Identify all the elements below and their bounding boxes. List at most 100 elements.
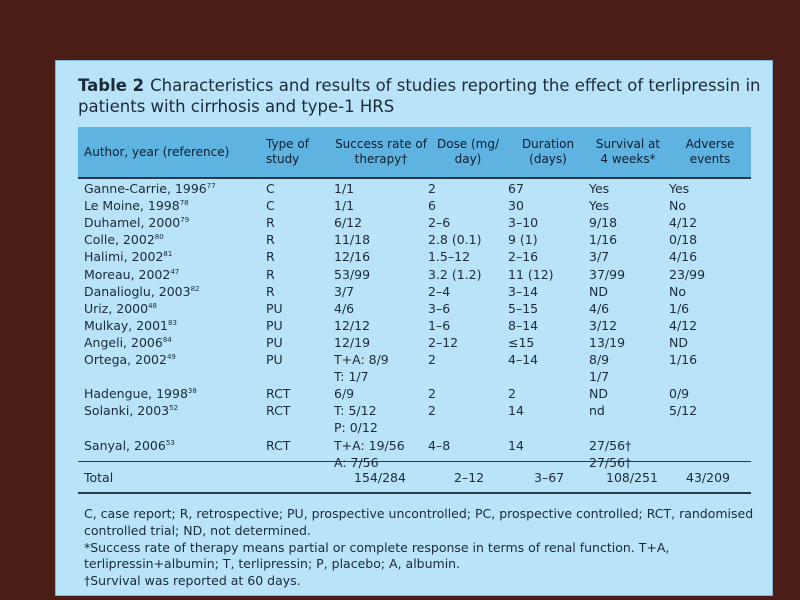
- cell-success: 12/12: [334, 317, 371, 333]
- cell-success: T+A: 19/56: [334, 437, 405, 453]
- cell-adverse: 1/16: [669, 352, 698, 367]
- cell-type: RCT: [266, 386, 291, 402]
- cell-author: Uriz, 200048: [84, 300, 158, 316]
- total-rule: [78, 461, 751, 462]
- cell-success: T: 1/7: [334, 369, 369, 385]
- cell-success: 6/12: [334, 215, 363, 231]
- total-dose: 2–12: [454, 470, 485, 485]
- footnote-abbreviations: C, case report; R, retrospective; PU, pr…: [84, 506, 754, 538]
- cell-dose: 2.8 (0.1): [428, 232, 482, 248]
- cell-dose: 2–4: [428, 283, 451, 299]
- cell-dose: 4–8: [428, 437, 451, 453]
- cell-survival: 9/18: [589, 215, 618, 231]
- table-card: Table 2 Characteristics and results of st…: [55, 60, 773, 596]
- reference-number: 79: [180, 216, 190, 225]
- reference-number: 77: [206, 182, 216, 190]
- cell-survival: 1/7: [589, 369, 610, 385]
- table-title: Table 2 Characteristics and results of st…: [78, 75, 768, 117]
- cell-success: 6/9: [334, 386, 355, 402]
- cell-survival: 8/9: [589, 352, 610, 367]
- footnote-success-rate: *Success rate of therapy means partial o…: [84, 539, 670, 572]
- cell-type: C: [266, 181, 275, 196]
- header-success: Success rate of therapy†: [335, 137, 427, 166]
- cell-dose: 2: [428, 352, 436, 367]
- reference-number: 52: [169, 404, 179, 413]
- cell-success: 1/1: [334, 181, 355, 196]
- cell-success: 3/7: [334, 283, 355, 299]
- cell-duration: ≤15: [508, 334, 535, 350]
- cell-type: R: [266, 249, 275, 265]
- cell-type: PU: [266, 317, 283, 333]
- cell-adverse: 4/12: [669, 317, 698, 333]
- reference-number: 80: [154, 233, 164, 242]
- cell-type: R: [266, 266, 275, 282]
- reference-number: 78: [179, 199, 189, 208]
- cell-adverse: 4/12: [669, 215, 698, 231]
- cell-success: 12/16: [334, 249, 371, 265]
- cell-survival: nd: [589, 403, 605, 419]
- cell-duration: 3–14: [508, 283, 539, 299]
- cell-success: 53/99: [334, 266, 371, 282]
- cell-type: RCT: [266, 437, 291, 453]
- cell-adverse: 0/9: [669, 386, 690, 402]
- cell-survival: ND: [589, 283, 608, 299]
- cell-survival: 1/16: [589, 232, 618, 248]
- cell-duration: 3–10: [508, 215, 539, 231]
- cell-author: Hadengue, 199838: [84, 386, 197, 402]
- footnotes: C, case report; R, retrospective; PU, pr…: [84, 506, 754, 590]
- cell-duration: 4–14: [508, 352, 539, 367]
- cell-type: PU: [266, 352, 283, 367]
- header-duration: Duration (days): [521, 137, 575, 166]
- cell-dose: 6: [428, 198, 436, 214]
- cell-type: PU: [266, 300, 283, 316]
- cell-author: Mulkay, 200183: [84, 317, 177, 333]
- cell-duration: 67: [508, 181, 524, 196]
- cell-dose: 2: [428, 386, 436, 402]
- cell-adverse: ND: [669, 334, 688, 350]
- total-success: 154/284: [354, 470, 406, 485]
- footer-rule: [78, 492, 751, 494]
- reference-number: 82: [190, 284, 200, 293]
- cell-author: Sanyal, 200653: [84, 437, 175, 453]
- reference-number: 49: [166, 353, 176, 361]
- reference-number: 81: [163, 250, 173, 259]
- cell-author: Moreau, 200247: [84, 266, 180, 282]
- reference-number: 53: [165, 438, 175, 447]
- cell-survival: 3/7: [589, 249, 610, 265]
- cell-dose: 2: [428, 181, 436, 196]
- cell-type: C: [266, 198, 275, 214]
- cell-success: T+A: 8/9: [334, 352, 389, 367]
- total-survival: 108/251: [606, 470, 658, 485]
- cell-survival: ND: [589, 386, 608, 402]
- cell-author: Colle, 200280: [84, 232, 164, 248]
- header-dose: Dose (mg/ day): [436, 137, 500, 166]
- header-author: Author, year (reference): [84, 145, 230, 159]
- cell-survival: Yes: [589, 198, 610, 214]
- cell-dose: 2: [428, 403, 436, 419]
- cell-type: R: [266, 215, 275, 231]
- header-survival: Survival at 4 weeks*: [595, 137, 661, 166]
- cell-survival: Yes: [589, 181, 610, 196]
- cell-duration: 9 (1): [508, 232, 538, 248]
- cell-adverse: 23/99: [669, 266, 706, 282]
- cell-adverse: 4/16: [669, 249, 698, 265]
- cell-success: 1/1: [334, 198, 355, 214]
- cell-survival: 27/56†: [589, 437, 632, 453]
- cell-duration: 5–15: [508, 300, 539, 316]
- total-adverse: 43/209: [686, 470, 730, 485]
- cell-success: 4/6: [334, 300, 355, 316]
- cell-duration: 14: [508, 403, 524, 419]
- cell-type: R: [266, 283, 275, 299]
- table-header: Author, year (reference) Type of study S…: [78, 127, 751, 177]
- cell-duration: 14: [508, 437, 524, 453]
- cell-author: Ganne-Carrie, 199677: [84, 181, 216, 196]
- cell-author: Danalioglu, 200382: [84, 283, 200, 299]
- cell-adverse: 5/12: [669, 403, 698, 419]
- cell-success: 12/19: [334, 334, 371, 350]
- cell-duration: 2–16: [508, 249, 539, 265]
- cell-adverse: 0/18: [669, 232, 698, 248]
- cell-type: PU: [266, 334, 283, 350]
- cell-dose: 1.5–12: [428, 249, 471, 265]
- cell-dose: 2–12: [428, 334, 459, 350]
- cell-survival: 27/56†: [589, 454, 632, 470]
